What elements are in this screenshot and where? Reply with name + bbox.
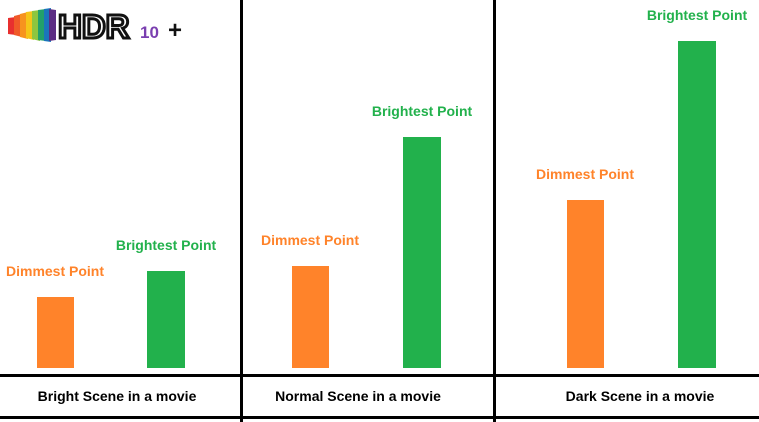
scene-label-dark: Dark Scene in a movie xyxy=(565,388,715,404)
brightest-point-bar xyxy=(678,41,716,368)
scene-label-normal: Normal Scene in a movie xyxy=(275,388,441,404)
dimmest-point-bar xyxy=(36,297,74,368)
brightest-point-bar xyxy=(147,271,185,368)
baseline-divider xyxy=(0,374,759,377)
panel-divider xyxy=(493,0,496,422)
dimmest-point-label: Dimmest Point xyxy=(260,232,360,248)
brightest-point-label: Brightest Point xyxy=(371,103,473,119)
svg-text:HDR: HDR xyxy=(58,8,130,42)
panel-divider xyxy=(240,0,243,422)
dimmest-point-bar xyxy=(566,200,604,368)
brightest-point-label: Brightest Point xyxy=(115,237,217,253)
dimmest-point-bar xyxy=(291,266,329,368)
brightest-point-label: Brightest Point xyxy=(646,7,748,23)
dimmest-point-label: Dimmest Point xyxy=(5,263,105,279)
bottom-border xyxy=(0,416,759,419)
dimmest-point-label: Dimmest Point xyxy=(535,166,635,182)
hdr10plus-logo: HDR 10 + xyxy=(8,8,182,42)
scene-label-bright: Bright Scene in a movie xyxy=(37,388,197,404)
svg-text:+: + xyxy=(168,17,182,42)
svg-text:10: 10 xyxy=(140,23,159,42)
brightest-point-bar xyxy=(403,137,441,368)
